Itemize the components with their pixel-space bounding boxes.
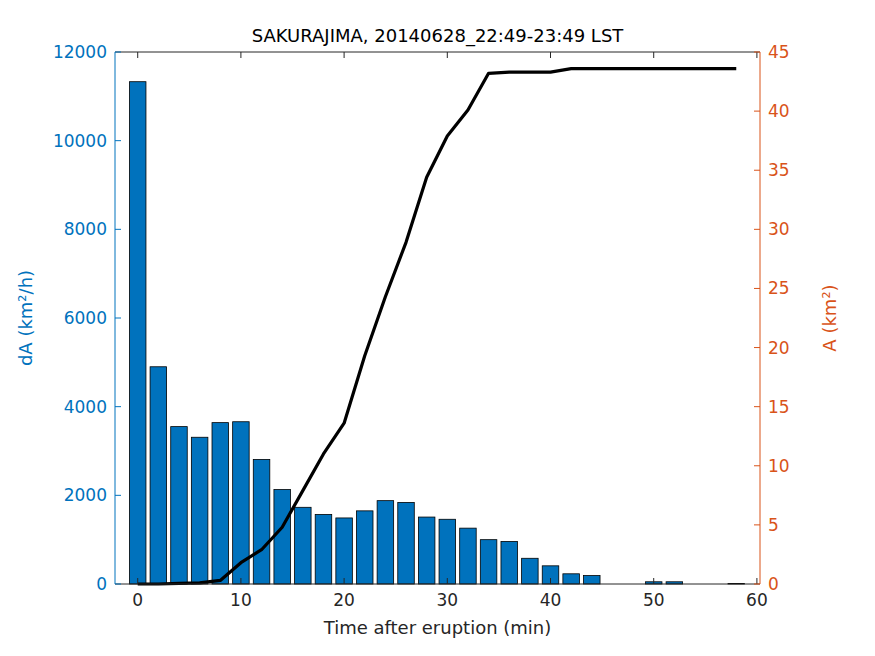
y-label: dA (km²/h) [15,270,36,366]
y-tick-label: 4000 [64,397,107,417]
x-tick [344,578,345,584]
y2-label: A (km²) [819,284,840,351]
bar [191,437,208,584]
y-tick [115,52,121,53]
y-tick [115,495,121,496]
x-tick-label: 0 [132,590,143,610]
line [138,69,737,584]
y2-tick-label: 45 [768,42,790,62]
y-tick [115,229,121,230]
y-tick [115,584,121,585]
y-tick-label: 10000 [53,131,107,151]
y2-tick-label: 25 [768,278,790,298]
x-tick-top [756,52,757,58]
bar [398,502,415,584]
y2-tick-label: 40 [768,101,790,121]
bar [522,558,539,584]
y-tick [115,406,121,407]
y2-tick-label: 20 [768,338,790,358]
y2-tick [754,52,760,53]
x-tick [137,578,138,584]
x-tick-label: 50 [643,590,665,610]
y-tick-label: 12000 [53,42,107,62]
y-tick-label: 8000 [64,219,107,239]
bar [274,490,291,584]
bar [480,540,497,584]
bar [129,82,146,584]
x-tick-top [550,52,551,58]
x-tick [653,578,654,584]
x-axis [115,584,760,585]
y-tick [115,140,121,141]
y2-tick-label: 35 [768,160,790,180]
x-tick [756,578,757,584]
bar [336,518,353,584]
bar [439,519,456,584]
y2-tick [754,347,760,348]
x-tick-top [447,52,448,58]
bar [460,528,477,584]
x-tick-top [653,52,654,58]
bar [212,423,229,584]
y2-tick [754,406,760,407]
y2-tick [754,170,760,171]
x-tick [240,578,241,584]
y-tick [115,318,121,319]
x-tick-top [344,52,345,58]
title: SAKURAJIMA, 20140628_22:49-23:49 LST [252,25,625,47]
top-axis [115,52,760,53]
bar [377,501,394,584]
x-tick [447,578,448,584]
plot-bg [115,52,760,584]
x-label: Time after eruption (min) [323,617,552,638]
y2-axis [760,52,761,584]
y2-tick [754,111,760,112]
x-tick-top [137,52,138,58]
y-tick-label: 2000 [64,485,107,505]
bar [418,517,435,584]
bar [295,507,312,584]
y2-tick [754,229,760,230]
x-tick-label: 60 [746,590,768,610]
y2-tick-label: 5 [768,515,779,535]
x-tick-label: 20 [333,590,355,610]
x-tick-label: 40 [540,590,562,610]
y-tick-label: 6000 [64,308,107,328]
bar [356,511,373,584]
y2-tick-label: 30 [768,219,790,239]
bar [584,576,601,584]
bar [315,514,332,584]
bar [171,427,188,584]
chart: 0102030405060020004000600080001000012000… [0,0,875,656]
y2-tick-label: 10 [768,456,790,476]
bar [542,566,559,584]
y2-tick [754,288,760,289]
y2-tick-label: 15 [768,397,790,417]
bar [563,574,580,584]
bar [501,541,518,584]
x-tick [550,578,551,584]
bar [253,459,270,584]
y2-tick [754,524,760,525]
x-tick-top [240,52,241,58]
bar [150,367,167,584]
y2-tick [754,584,760,585]
y2-tick [754,465,760,466]
x-tick-label: 30 [436,590,458,610]
x-tick-label: 10 [230,590,252,610]
y2-tick-label: 0 [768,574,779,594]
y-tick-label: 0 [96,574,107,594]
